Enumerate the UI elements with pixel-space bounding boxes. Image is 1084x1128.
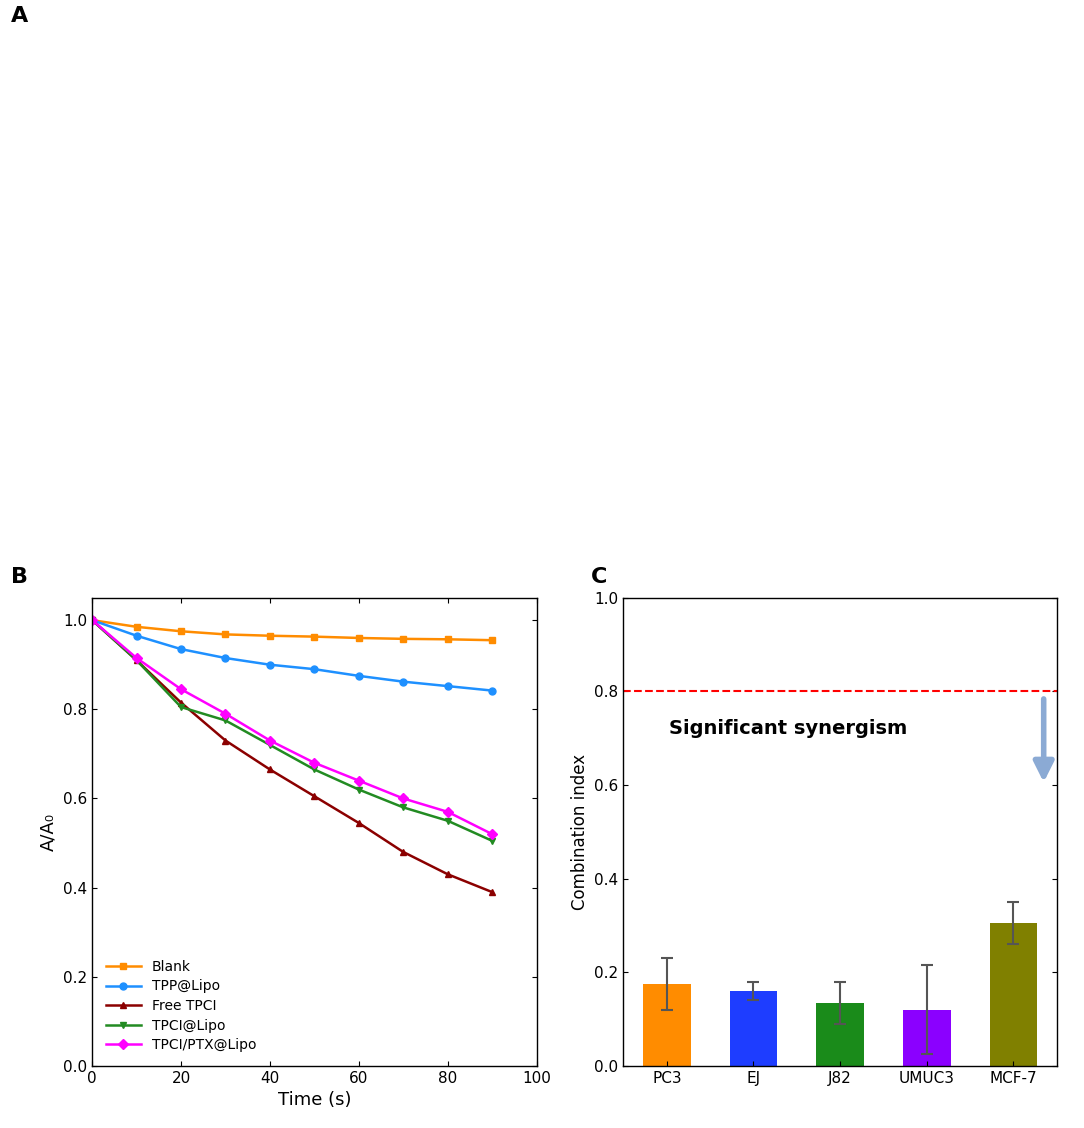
Free TPCI: [86, 614, 99, 627]
Free TPCI: [219, 733, 232, 747]
TPCI@Lipo: [397, 801, 410, 814]
Blank: [219, 627, 232, 641]
Blank: [308, 629, 321, 643]
Free TPCI: [441, 867, 454, 881]
TPP@Lipo: [86, 614, 99, 627]
Bar: [816, 1003, 864, 1066]
Blank: [397, 632, 410, 645]
Text: C: C: [591, 567, 607, 588]
Free TPCI: [263, 763, 276, 776]
Bar: [990, 923, 1037, 1066]
Blank: [86, 614, 99, 627]
Bar: [903, 1010, 951, 1066]
Free TPCI: [308, 790, 321, 803]
Blank: [263, 629, 276, 643]
Y-axis label: A/A₀: A/A₀: [39, 813, 57, 851]
TPP@Lipo: [263, 658, 276, 671]
Free TPCI: [175, 696, 188, 710]
TPP@Lipo: [397, 675, 410, 688]
TPP@Lipo: [486, 684, 499, 697]
TPCI/PTX@Lipo: [308, 756, 321, 769]
TPP@Lipo: [175, 642, 188, 655]
Legend: Blank, TPP@Lipo, Free TPCI, TPCI@Lipo, TPCI/PTX@Lipo: Blank, TPP@Lipo, Free TPCI, TPCI@Lipo, T…: [99, 953, 263, 1059]
TPCI/PTX@Lipo: [397, 792, 410, 805]
TPCI/PTX@Lipo: [486, 827, 499, 840]
TPP@Lipo: [352, 669, 365, 682]
TPCI@Lipo: [219, 714, 232, 728]
TPCI/PTX@Lipo: [441, 805, 454, 819]
TPP@Lipo: [130, 629, 143, 643]
Line: TPCI@Lipo: TPCI@Lipo: [89, 617, 495, 844]
Text: A: A: [11, 6, 28, 26]
TPCI@Lipo: [352, 783, 365, 796]
TPCI/PTX@Lipo: [86, 614, 99, 627]
Line: Free TPCI: Free TPCI: [89, 617, 495, 896]
TPP@Lipo: [219, 651, 232, 664]
TPCI/PTX@Lipo: [175, 682, 188, 696]
TPCI@Lipo: [441, 814, 454, 828]
TPCI/PTX@Lipo: [130, 651, 143, 664]
Free TPCI: [486, 885, 499, 899]
TPCI@Lipo: [86, 614, 99, 627]
TPCI/PTX@Lipo: [352, 774, 365, 787]
Blank: [486, 634, 499, 647]
Text: Significant synergism: Significant synergism: [669, 720, 907, 739]
Y-axis label: Combination index: Combination index: [570, 754, 589, 910]
TPCI@Lipo: [486, 834, 499, 847]
Blank: [441, 633, 454, 646]
Line: TPCI/PTX@Lipo: TPCI/PTX@Lipo: [89, 617, 495, 838]
Free TPCI: [352, 817, 365, 830]
Blank: [352, 632, 365, 645]
TPCI@Lipo: [130, 653, 143, 667]
Blank: [130, 620, 143, 634]
TPCI@Lipo: [308, 763, 321, 776]
TPCI@Lipo: [263, 738, 276, 751]
Free TPCI: [130, 653, 143, 667]
Line: Blank: Blank: [89, 617, 495, 644]
X-axis label: Time (s): Time (s): [278, 1092, 351, 1109]
Bar: [643, 984, 691, 1066]
TPP@Lipo: [308, 662, 321, 676]
Text: B: B: [11, 567, 28, 588]
TPP@Lipo: [441, 679, 454, 693]
Free TPCI: [397, 845, 410, 858]
Line: TPP@Lipo: TPP@Lipo: [89, 617, 495, 694]
Blank: [175, 625, 188, 638]
TPCI/PTX@Lipo: [219, 707, 232, 721]
TPCI@Lipo: [175, 700, 188, 714]
Bar: [730, 992, 777, 1066]
TPCI/PTX@Lipo: [263, 733, 276, 747]
